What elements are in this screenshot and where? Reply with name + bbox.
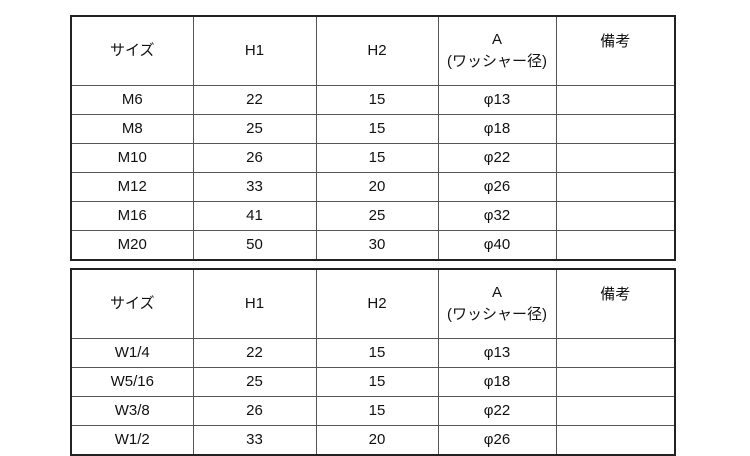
cell-h2: 20: [315, 172, 439, 202]
header-remarks: 備考: [555, 268, 676, 339]
cell-size: W1/2: [70, 425, 194, 456]
header-row: サイズ H1 H2 A (ワッシャー径) 備考: [70, 268, 676, 339]
cell-h2: 15: [315, 396, 439, 426]
header-row: サイズ H1 H2 A (ワッシャー径) 備考: [70, 15, 676, 86]
cell-h2: 15: [315, 114, 439, 144]
cell-size: M8: [70, 114, 194, 144]
cell-remarks: [555, 338, 676, 368]
cell-h1: 50: [192, 230, 317, 261]
cell-remarks: [555, 230, 676, 261]
table-row: W1/4 22 15 φ13: [70, 338, 676, 368]
cell-h2: 25: [315, 201, 439, 231]
cell-remarks: [555, 114, 676, 144]
header-a-label: A: [491, 31, 502, 48]
cell-size: M6: [70, 85, 194, 115]
header-h1: H1: [192, 268, 317, 339]
cell-a: φ40: [437, 230, 557, 261]
header-remarks: 備考: [555, 15, 676, 86]
table-row: M16 41 25 φ32: [70, 201, 676, 231]
cell-size: W1/4: [70, 338, 194, 368]
table-row: M6 22 15 φ13: [70, 85, 676, 115]
header-a: A (ワッシャー径): [437, 268, 557, 339]
header-a-sub: (ワッシャー径): [447, 53, 547, 70]
cell-a: φ26: [437, 425, 557, 456]
table-row: M12 33 20 φ26: [70, 172, 676, 202]
cell-h2: 15: [315, 143, 439, 173]
cell-remarks: [555, 367, 676, 397]
header-a-sub: (ワッシャー径): [447, 306, 547, 323]
cell-h2: 15: [315, 338, 439, 368]
cell-a: φ13: [437, 338, 557, 368]
cell-size: W3/8: [70, 396, 194, 426]
table-row: W5/16 25 15 φ18: [70, 367, 676, 397]
cell-a: φ26: [437, 172, 557, 202]
cell-a: φ18: [437, 367, 557, 397]
cell-a: φ32: [437, 201, 557, 231]
header-size: サイズ: [70, 15, 194, 86]
header-h2: H2: [315, 15, 439, 86]
cell-size: M10: [70, 143, 194, 173]
cell-size: W5/16: [70, 367, 194, 397]
cell-a: φ13: [437, 85, 557, 115]
header-a-label: A: [491, 284, 502, 301]
cell-h1: 26: [192, 396, 317, 426]
cell-size: M12: [70, 172, 194, 202]
cell-size: M16: [70, 201, 194, 231]
cell-remarks: [555, 172, 676, 202]
cell-a: φ18: [437, 114, 557, 144]
cell-remarks: [555, 143, 676, 173]
table-row: M8 25 15 φ18: [70, 114, 676, 144]
cell-h2: 15: [315, 367, 439, 397]
cell-remarks: [555, 396, 676, 426]
table-row: W1/2 33 20 φ26: [70, 425, 676, 456]
cell-remarks: [555, 85, 676, 115]
cell-h1: 33: [192, 172, 317, 202]
header-h1: H1: [192, 15, 317, 86]
cell-h1: 26: [192, 143, 317, 173]
cell-a: φ22: [437, 396, 557, 426]
inch-size-table: サイズ H1 H2 A (ワッシャー径) 備考 W1/4 22 15 φ13 W5/16 25 15 φ1…: [70, 268, 676, 456]
cell-size: M20: [70, 230, 194, 261]
cell-a: φ22: [437, 143, 557, 173]
metric-size-table: サイズ H1 H2 A (ワッシャー径) 備考 M6 22 15 φ13 M8 25 15 φ18 M10 2…: [70, 15, 676, 261]
cell-remarks: [555, 201, 676, 231]
cell-h1: 41: [192, 201, 317, 231]
cell-h1: 25: [192, 367, 317, 397]
table-row: M10 26 15 φ22: [70, 143, 676, 173]
cell-h2: 30: [315, 230, 439, 261]
table-row: M20 50 30 φ40: [70, 230, 676, 261]
header-a: A (ワッシャー径): [437, 15, 557, 86]
table-row: W3/8 26 15 φ22: [70, 396, 676, 426]
cell-remarks: [555, 425, 676, 456]
cell-h1: 22: [192, 85, 317, 115]
cell-h2: 20: [315, 425, 439, 456]
cell-h2: 15: [315, 85, 439, 115]
header-h2: H2: [315, 268, 439, 339]
cell-h1: 22: [192, 338, 317, 368]
cell-h1: 25: [192, 114, 317, 144]
cell-h1: 33: [192, 425, 317, 456]
header-size: サイズ: [70, 268, 194, 339]
